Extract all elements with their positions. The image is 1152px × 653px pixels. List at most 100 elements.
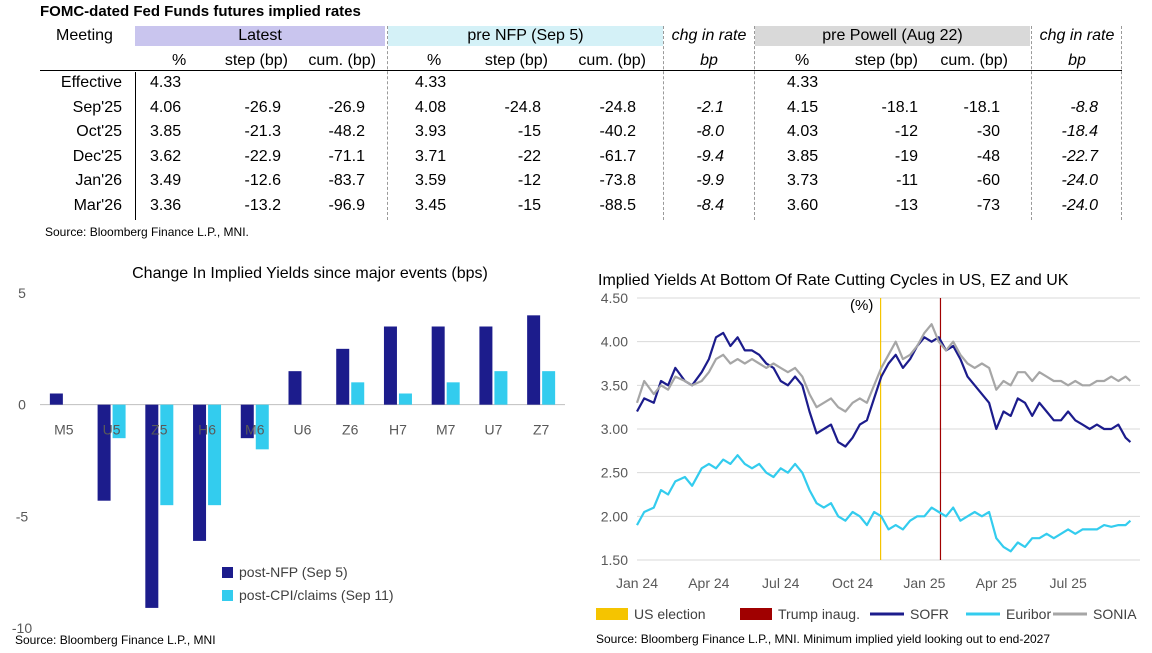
x-tick-label: Apr 24 <box>688 575 729 591</box>
sub-pct-prepowell: % <box>795 52 810 69</box>
x-tick-label: M5 <box>54 422 74 438</box>
cell-p-cum: -60 <box>976 172 1000 189</box>
y-tick-label: 0 <box>18 397 26 413</box>
cell-l-cum: -48.2 <box>328 123 365 140</box>
cell-l-step: -26.9 <box>244 98 281 116</box>
y-tick-label: -10 <box>12 620 32 636</box>
cell-l-step: -22.9 <box>244 147 281 165</box>
bar-post-nfp-m5 <box>49 393 63 405</box>
cell-l-pct: 4.33 <box>150 74 182 91</box>
bar-post-cpi-u5 <box>112 404 126 439</box>
header-rule <box>40 70 1122 71</box>
y-tick-label: 1.50 <box>601 552 628 568</box>
cell-chg2: -22.7 <box>1061 147 1098 165</box>
cell-p-step: -18.1 <box>881 98 918 116</box>
cell-chg1: -9.4 <box>696 147 724 165</box>
header-prepowell: pre Powell (Aug 22) <box>822 27 963 44</box>
cell-l-cum: -83.7 <box>328 172 365 189</box>
y-tick-label: 3.50 <box>601 377 628 393</box>
prepowell-band <box>755 26 1030 46</box>
prenfp-band <box>388 26 663 46</box>
cell-l-pct: 4.06 <box>150 98 182 116</box>
cell-l-pct: 3.49 <box>150 172 182 189</box>
bar-post-nfp-z7 <box>527 315 541 405</box>
sub-bp-2: bp <box>1068 52 1086 69</box>
cell-l-cum: -26.9 <box>328 98 365 116</box>
cell-meeting: Dec'25 <box>72 147 122 165</box>
series-line-sofr <box>636 331 1132 448</box>
y-tick-label: 2.00 <box>601 508 628 524</box>
legend-label: post-CPI/claims (Sep 11) <box>239 587 394 603</box>
cell-l-pct: 3.62 <box>150 147 182 165</box>
cell-p-step: -19 <box>894 147 918 165</box>
bar-post-nfp-m7 <box>431 326 445 405</box>
cell-n-step: -12 <box>517 172 541 189</box>
cell-n-cum: -88.5 <box>599 196 636 214</box>
header-prenfp: pre NFP (Sep 5) <box>467 27 584 44</box>
line-chart-title: Implied Yields At Bottom Of Rate Cutting… <box>598 272 1069 289</box>
cell-p-cum: -73 <box>976 196 1000 214</box>
bar-post-nfp-u5 <box>97 404 111 501</box>
cell-p-pct: 4.15 <box>787 98 819 116</box>
cell-chg1: -8.0 <box>696 123 724 140</box>
cell-n-pct: 4.33 <box>415 74 447 91</box>
y-tick-label: -5 <box>16 508 29 524</box>
x-tick-label: U6 <box>294 422 312 438</box>
line-chart-subtitle: (%) <box>850 297 874 314</box>
bar-post-nfp-m6 <box>240 404 254 439</box>
bar-chart-panel: Change In Implied Yields since major eve… <box>0 255 575 653</box>
sub-cum-prenfp: cum. (bp) <box>578 52 646 69</box>
x-tick-label: H7 <box>389 422 407 438</box>
cell-l-step: -21.3 <box>244 123 281 140</box>
cell-chg2: -8.8 <box>1070 98 1098 116</box>
x-tick-label: U5 <box>103 422 121 438</box>
cell-chg1: -8.4 <box>696 196 724 214</box>
header-chg1: chg in rate <box>671 27 747 44</box>
sub-step-latest: step (bp) <box>224 52 288 69</box>
line-chart: 4.50 4.00 3.50 3.00 2.50 2.00 1.50 Jan 24 Apr 24… <box>596 290 1140 622</box>
cell-n-cum: -40.2 <box>599 123 636 140</box>
bar-post-cpi-z5 <box>160 404 174 506</box>
sub-step-prepowell: step (bp) <box>854 52 918 69</box>
cell-p-cum: -18.1 <box>963 98 1000 116</box>
cell-l-step: -13.2 <box>244 196 281 214</box>
line-chart-panel: Implied Yields At Bottom Of Rate Cutting… <box>580 255 1152 653</box>
cell-p-pct: 4.03 <box>787 123 819 140</box>
x-tick-label: Jan 24 <box>616 575 658 591</box>
cell-chg1: -2.1 <box>696 98 724 116</box>
bar-chart-source: Source: Bloomberg Finance L.P., MNI <box>15 633 216 647</box>
bar-post-nfp-u6 <box>288 371 302 405</box>
cell-n-pct: 3.45 <box>415 196 447 214</box>
sub-step-prenfp: step (bp) <box>484 52 548 69</box>
cell-l-cum: -71.1 <box>328 147 365 165</box>
cell-p-step: -11 <box>896 172 918 189</box>
legend-swatch <box>222 590 233 601</box>
cell-p-pct: 3.73 <box>787 172 819 189</box>
bar-post-nfp-u7 <box>479 326 493 405</box>
cell-n-pct: 3.59 <box>415 172 447 189</box>
table-source: Source: Bloomberg Finance L.P., MNI. <box>45 225 249 239</box>
cell-n-pct: 3.71 <box>415 147 447 165</box>
sub-pct-latest: % <box>172 52 187 69</box>
header-chg2: chg in rate <box>1039 27 1115 44</box>
cell-p-cum: -30 <box>976 123 1000 140</box>
table-title: FOMC-dated Fed Funds futures implied rat… <box>40 3 361 20</box>
cell-p-cum: -48 <box>976 147 1000 165</box>
divider-2 <box>387 26 388 220</box>
cell-n-pct: 4.08 <box>415 98 447 116</box>
x-tick-label: Apr 25 <box>976 575 1017 591</box>
cell-n-pct: 3.93 <box>415 123 447 140</box>
bar-post-cpi-z6 <box>351 382 365 405</box>
cell-n-step: -15 <box>517 123 541 140</box>
legend-us-election-swatch <box>596 608 628 620</box>
rates-table: FOMC-dated Fed Funds futures implied rat… <box>0 0 1152 245</box>
x-tick-label: Jan 25 <box>903 575 945 591</box>
cell-p-step: -12 <box>894 123 918 140</box>
legend-trump-inaug-label: Trump inaug. <box>778 606 860 622</box>
cell-n-step: -15 <box>517 196 541 214</box>
series-line-sonia <box>635 323 1132 413</box>
x-tick-label: Z5 <box>151 422 168 438</box>
y-tick-label: 4.50 <box>601 290 628 306</box>
x-tick-label: H6 <box>198 422 216 438</box>
legend-euribor-label: Euribor <box>1006 606 1051 622</box>
